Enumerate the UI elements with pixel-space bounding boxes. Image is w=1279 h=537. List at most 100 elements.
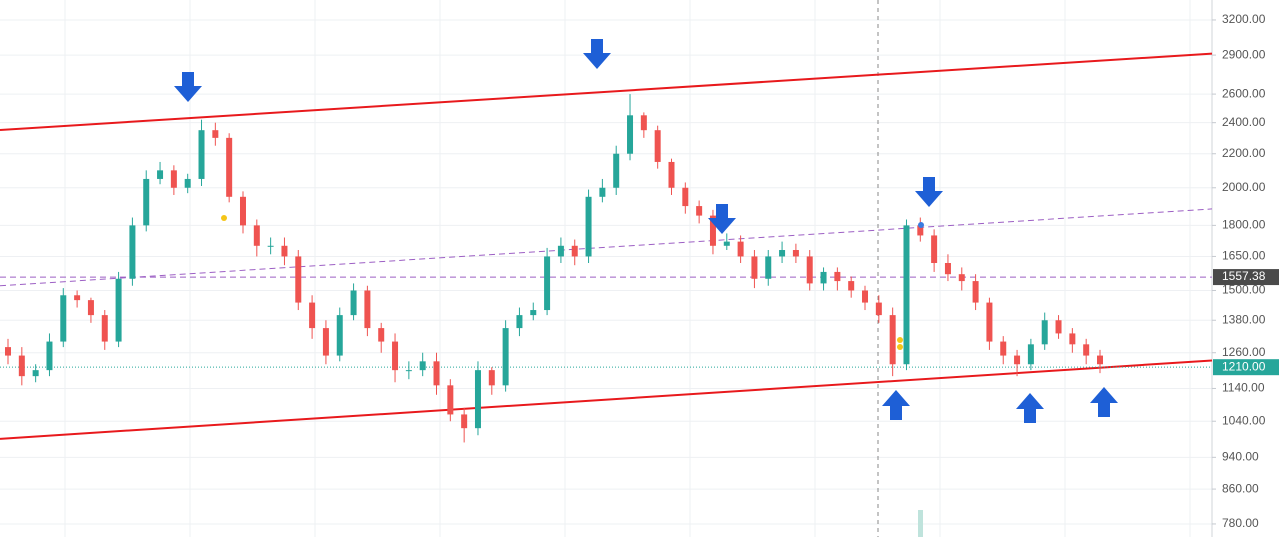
candle-body xyxy=(336,315,343,356)
candle-body xyxy=(392,341,399,371)
candle-body xyxy=(419,361,426,371)
candle-body xyxy=(281,245,288,257)
candle-body xyxy=(198,130,205,179)
candle-body xyxy=(502,328,509,386)
candle-body xyxy=(917,225,924,236)
y-tick-label: 1140.00 xyxy=(1222,381,1265,395)
candle-body xyxy=(60,295,67,342)
candle-body xyxy=(806,256,813,284)
candle-body xyxy=(972,281,979,303)
candle-body xyxy=(779,250,786,257)
y-tick-label: 780.00 xyxy=(1222,516,1259,530)
candle-body xyxy=(737,241,744,257)
marker xyxy=(221,215,227,221)
candle-body xyxy=(157,170,164,179)
trend-line xyxy=(0,52,1213,132)
candle-body xyxy=(654,130,661,162)
candle-body xyxy=(682,187,689,207)
y-tick-label: 3200.00 xyxy=(1222,12,1266,26)
candle-body xyxy=(184,178,191,188)
candle-body xyxy=(751,256,758,279)
y-tick-label: 860.00 xyxy=(1222,481,1259,495)
candle-body xyxy=(903,225,910,365)
candle-body xyxy=(640,115,647,131)
y-tick-label: 2200.00 xyxy=(1222,146,1266,160)
candle-body xyxy=(668,161,675,188)
candle-body xyxy=(1097,355,1103,365)
arrow-up xyxy=(1090,387,1118,417)
arrow-down xyxy=(708,204,736,234)
y-tick-label: 2900.00 xyxy=(1222,47,1266,61)
y-tick-label: 1380.00 xyxy=(1222,312,1266,326)
candle-body xyxy=(447,385,454,415)
candle-body xyxy=(765,256,772,279)
candle-body xyxy=(1000,341,1007,356)
plot xyxy=(0,52,1213,443)
candle-body xyxy=(613,153,620,188)
candle-body xyxy=(875,302,882,316)
candle-body xyxy=(74,295,81,301)
candle-body xyxy=(530,310,537,316)
marker xyxy=(918,222,924,228)
candle-body xyxy=(226,137,233,197)
arrows xyxy=(174,39,1118,423)
arrow-up xyxy=(1016,393,1044,423)
candle-body xyxy=(834,271,841,282)
candle-body xyxy=(516,315,523,329)
price-label: 1210.00 xyxy=(1222,359,1266,373)
arrow-up xyxy=(882,390,910,420)
candle-body xyxy=(958,274,965,282)
candle-body xyxy=(723,241,730,246)
candle-body xyxy=(309,302,316,329)
candle-body xyxy=(599,187,606,197)
candle-body xyxy=(544,256,551,311)
candle-body xyxy=(627,115,634,154)
candle-body xyxy=(709,215,716,246)
candle-body xyxy=(101,315,108,342)
candle-body xyxy=(889,315,896,365)
candle-body xyxy=(212,130,219,138)
price-label: 1557.38 xyxy=(1222,269,1266,283)
candle-body xyxy=(433,361,440,386)
trend-line xyxy=(0,359,1213,440)
candle-body xyxy=(32,370,39,377)
candle-body xyxy=(488,370,495,386)
price-label-box xyxy=(1213,269,1279,286)
candle-body xyxy=(364,290,371,329)
arrow-down xyxy=(174,72,202,102)
marker xyxy=(897,344,903,350)
candle-body xyxy=(944,262,951,275)
candle-body xyxy=(253,225,260,246)
candle-body xyxy=(1014,355,1021,365)
price-label-box xyxy=(1213,359,1279,376)
arrow-down xyxy=(583,39,611,69)
candle-body xyxy=(557,245,564,257)
candle-body xyxy=(848,281,855,291)
volume-bar xyxy=(918,510,923,537)
candle-body xyxy=(585,196,592,257)
candle-body xyxy=(129,225,136,279)
candle-body xyxy=(5,347,11,356)
y-tick-label: 1500.00 xyxy=(1222,283,1266,297)
trend-line xyxy=(0,208,1213,287)
candle-body xyxy=(474,370,481,429)
candle-body xyxy=(87,300,94,316)
candle-body xyxy=(931,235,938,263)
candle-body xyxy=(170,170,177,188)
candle-body xyxy=(986,302,993,342)
candle-body xyxy=(295,256,302,303)
candle-body xyxy=(461,414,468,429)
y-tick-label: 940.00 xyxy=(1222,450,1259,464)
y-tick-label: 1650.00 xyxy=(1222,249,1266,263)
candle-body xyxy=(696,206,703,216)
candle-body xyxy=(820,271,827,284)
candle-body xyxy=(1041,320,1048,345)
grid xyxy=(0,0,1212,537)
candle-body xyxy=(862,290,869,303)
candle-body xyxy=(239,196,246,226)
candle-body xyxy=(792,250,799,257)
candle-body xyxy=(18,355,25,377)
y-tick-label: 2000.00 xyxy=(1222,180,1266,194)
candle-body xyxy=(46,341,53,371)
